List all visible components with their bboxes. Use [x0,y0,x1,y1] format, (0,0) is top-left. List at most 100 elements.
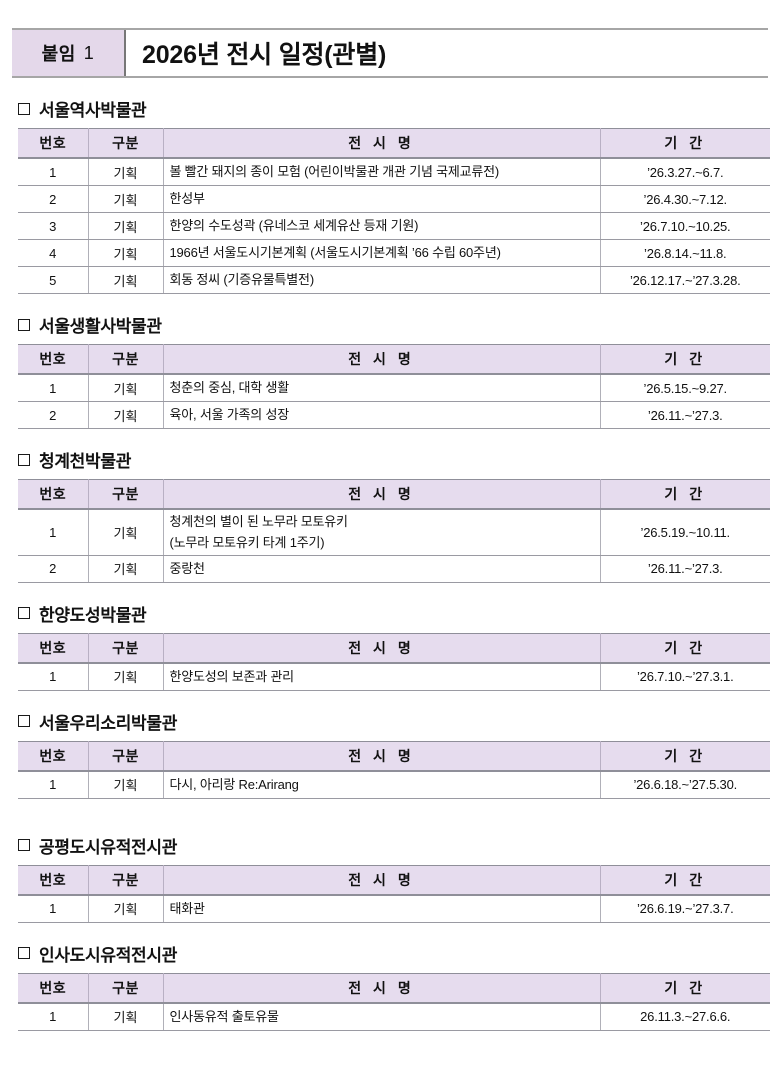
column-header-period-label: 기 간 [664,135,707,151]
exhibition-name-line: (노무라 모토유키 타계 1주기) [169,535,325,551]
venue-name: 서울우리소리박물관 [39,713,178,733]
column-header-type-label: 구분 [112,747,139,764]
cell-row-number: 1 [18,662,89,691]
cell-period: ’26.11.~’27.3. [599,555,770,583]
empty-square-icon [18,839,30,852]
cell-exhibition-type: 기획 [87,185,164,213]
table-row: 5 기획 회동 정씨 (기증유물특별전) ’26.12.17.~’27.3.28. [18,266,770,294]
cell-period: ’26.6.18.~’27.5.30. [599,770,770,799]
exhibition-name-line: 볼 빨간 돼지의 종이 모험 (어린이박물관 개관 기념 국제교류전) [169,164,500,180]
exhibition-name-line: 청춘의 중심, 대학 생활 [169,380,290,396]
title-banner: 붙임 1 2026년 전시 일정(관별) [12,28,768,78]
cell-exhibition-type: 기획 [87,509,164,556]
column-header-name: 전 시 명 [162,344,601,375]
exhibition-name-line: 태화관 [169,901,205,917]
cell-row-number: 2 [18,401,89,429]
exhibition-name-line: 청계천의 별이 된 노무라 모토유키 [169,514,348,529]
venue-heading: 서울생활사박물관 [18,312,768,337]
venue-heading: 공평도시유적전시관 [18,833,768,858]
cell-exhibition-name: 청계천의 별이 된 노무라 모토유키 (노무라 모토유키 타계 1주기) [162,509,601,556]
table-header-row: 번호 구분 전 시 명 기 간 [18,128,770,159]
attachment-label: 붙임 [41,44,76,64]
exhibition-schedule-table: 번호 구분 전 시 명 기 간 1 기획 다시, 아리랑 Re:Arirang ’26.6.1… [18,740,770,799]
venue-name: 인사도시유적전시관 [39,945,178,965]
exhibition-name-line: 육아, 서울 가족의 성장 [169,407,290,423]
cell-row-number: 1 [18,1002,89,1031]
column-header-type: 구분 [87,972,164,1004]
exhibition-schedule-table: 번호 구분 전 시 명 기 간 1 기획 한양도성의 보존과 관리 ’26.7.10.~’27… [18,632,770,691]
cell-period: ’26.5.15.~9.27. [599,374,770,402]
cell-row-number: 1 [18,770,89,799]
cell-exhibition-type: 기획 [87,212,164,240]
venue-heading: 서울역사박물관 [18,96,768,121]
exhibition-name-line: 한양도성의 보존과 관리 [169,669,295,685]
venue-heading: 인사도시유적전시관 [18,941,768,966]
venue-section: 청계천박물관 번호 구분 전 시 명 기 간 1 기획 청계천의 별이 된 노무라 모토유키 (… [12,447,770,583]
cell-row-number: 2 [18,555,89,583]
column-header-name-label: 전 시 명 [348,486,415,502]
column-header-type: 구분 [87,864,164,896]
cell-period: ’26.11.~’27.3. [599,401,770,429]
table-header-row: 번호 구분 전 시 명 기 간 [18,632,770,664]
empty-square-icon [18,715,30,728]
column-header-name-label: 전 시 명 [348,871,415,888]
column-header-name-label: 전 시 명 [348,639,415,656]
cell-exhibition-name: 중랑천 [162,555,601,583]
venue-name: 서울생활사박물관 [39,317,162,336]
empty-square-icon [18,318,30,331]
cell-row-number: 2 [18,185,89,213]
cell-exhibition-name: 볼 빨간 돼지의 종이 모험 (어린이박물관 개관 기념 국제교류전) [162,158,601,186]
column-header-no-label: 번호 [39,979,67,996]
column-header-type-label: 구분 [112,639,139,656]
cell-period: ’26.4.30.~7.12. [599,185,770,213]
column-header-period: 기 간 [599,864,770,896]
table-row: 2 기획 육아, 서울 가족의 성장 ’26.11.~’27.3. [18,401,770,429]
column-header-period: 기 간 [599,128,770,159]
exhibition-name-line: 회동 정씨 (기증유물특별전) [169,272,315,288]
venue-name: 한양도성박물관 [39,605,147,625]
exhibition-name-line: 인사동유적 출토유물 [169,1009,279,1025]
column-header-type-label: 구분 [112,135,139,151]
exhibition-schedule-table: 번호 구분 전 시 명 기 간 1 기획 인사동유적 출토유물 26.11.3.~27.6.6… [18,972,770,1031]
cell-period: ’26.3.27.~6.7. [599,158,770,186]
column-header-no: 번호 [18,972,89,1004]
column-header-name: 전 시 명 [162,128,601,159]
column-header-period-label: 기 간 [664,979,707,996]
cell-exhibition-type: 기획 [87,770,164,799]
column-header-type-label: 구분 [112,486,139,502]
venue-section: 서울생활사박물관 번호 구분 전 시 명 기 간 1 기획 청춘의 중심, 대학 생활 ’26.… [12,312,770,429]
table-row: 1 기획 청춘의 중심, 대학 생활 ’26.5.15.~9.27. [18,374,770,402]
cell-period: ’26.7.10.~’27.3.1. [599,662,770,691]
column-header-period-label: 기 간 [664,871,707,888]
column-header-name: 전 시 명 [162,972,601,1004]
table-row: 2 기획 한성부 ’26.4.30.~7.12. [18,185,770,213]
column-header-type-label: 구분 [112,871,139,888]
column-header-type: 구분 [87,344,164,375]
column-header-period: 기 간 [599,344,770,375]
cell-exhibition-name: 태화관 [162,894,601,923]
column-header-period-label: 기 간 [664,747,707,764]
table-row: 1 기획 볼 빨간 돼지의 종이 모험 (어린이박물관 개관 기념 국제교류전) ’2… [18,158,770,186]
column-header-type: 구분 [87,740,164,772]
cell-exhibition-name: 한양의 수도성곽 (유네스코 세계유산 등재 기원) [162,212,601,240]
exhibition-schedule-table: 번호 구분 전 시 명 기 간 1 기획 청춘의 중심, 대학 생활 ’26.5.15.~9.… [18,344,770,429]
cell-period: ’26.12.17.~’27.3.28. [599,266,770,294]
column-header-no: 번호 [18,479,89,510]
cell-exhibition-type: 기획 [87,401,164,429]
empty-square-icon [18,453,30,466]
cell-period: ’26.7.10.~10.25. [599,212,770,240]
exhibition-name-line: 다시, 아리랑 Re:Arirang [169,777,299,793]
column-header-type: 구분 [87,128,164,159]
column-header-name: 전 시 명 [162,632,601,664]
column-header-name-label: 전 시 명 [348,351,415,367]
cell-row-number: 1 [18,894,89,923]
table-row: 1 기획 태화관 ’26.6.19.~’27.3.7. [18,894,770,923]
table-header-row: 번호 구분 전 시 명 기 간 [18,344,770,375]
column-header-no: 번호 [18,632,89,664]
column-header-no-label: 번호 [39,871,67,888]
column-header-no-label: 번호 [39,639,67,656]
column-header-type: 구분 [87,479,164,510]
column-header-period: 기 간 [599,740,770,772]
